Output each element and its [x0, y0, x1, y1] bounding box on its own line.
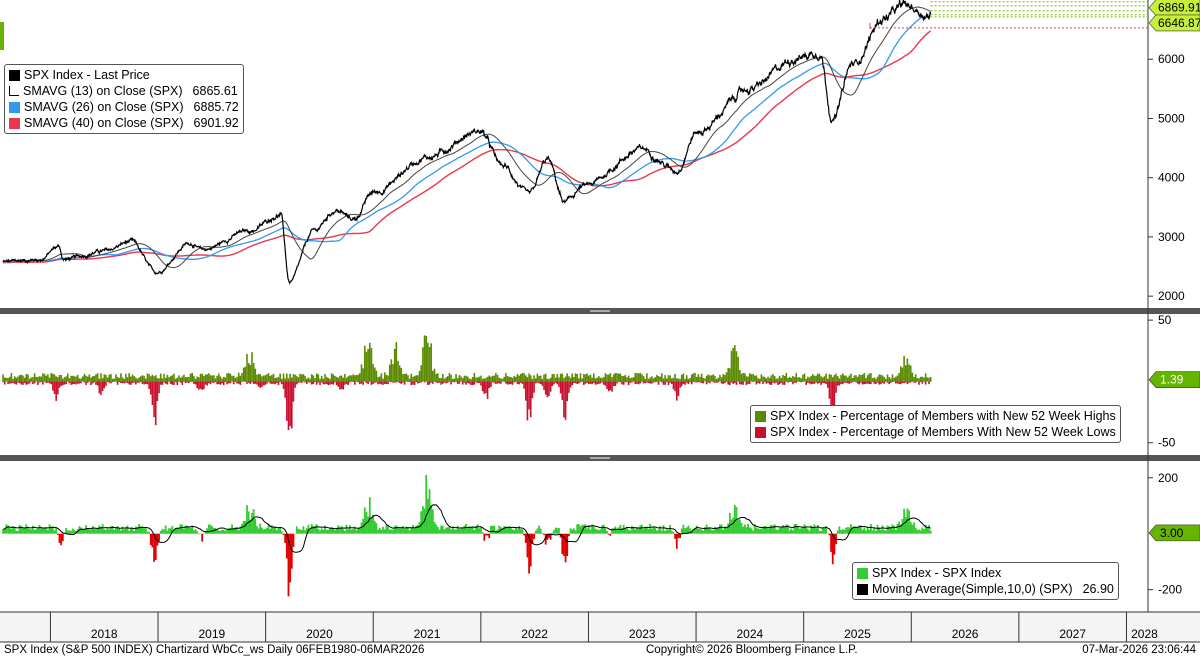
x-tick-label: 2020 — [306, 627, 333, 641]
y-tick-label: 50 — [1158, 313, 1172, 327]
panel-plot-area-1 — [0, 0, 1148, 308]
x-tick-label: 2027 — [1059, 627, 1086, 641]
legend-row: SMAVG (40) on Close (SPX) 6901.92 — [9, 115, 239, 131]
y-tick-label: 3000 — [1158, 230, 1185, 244]
breadth-legend[interactable]: SPX Index - Percentage of Members with N… — [750, 405, 1121, 443]
x-tick-label: 2024 — [737, 627, 764, 641]
legend-swatch — [857, 583, 868, 595]
left-edge-marker — [0, 22, 4, 50]
price-tag-box — [1148, 14, 1200, 32]
sma40-line — [2, 30, 932, 264]
legend-swatch — [755, 426, 766, 438]
x-tick-label: 2018 — [91, 627, 118, 641]
legend-swatch — [9, 69, 20, 81]
legend-row: SMAVG (26) on Close (SPX) 6885.72 — [9, 99, 239, 115]
legend-row: SPX Index - Percentage of Members With N… — [755, 424, 1116, 440]
legend-swatch — [755, 410, 766, 422]
legend-line-swatch — [9, 86, 19, 96]
sma13-line — [2, 6, 931, 269]
ma10-line — [2, 504, 931, 553]
legend-row: SPX Index - Percentage of Members with N… — [755, 408, 1116, 424]
legend-swatch — [9, 101, 20, 113]
sma26-line — [2, 13, 931, 263]
price-tag-box — [1148, 0, 1200, 17]
y-tick-label: 2000 — [1158, 289, 1185, 303]
price-line — [2, 0, 932, 285]
footer-copyright: Copyright© 2026 Bloomberg Finance L.P. — [646, 644, 858, 656]
x-tick-label: 2022 — [521, 627, 548, 641]
price-tag-label: 6646.87 — [1158, 16, 1200, 30]
price-legend[interactable]: SPX Index - Last Price SMAVG (13) on Clo… — [4, 64, 244, 134]
value-tag-box — [1148, 524, 1200, 542]
legend-row: SMAVG (13) on Close (SPX) 6865.61 — [9, 83, 239, 99]
y-tick-label: 4000 — [1158, 171, 1185, 185]
price-tag-label: 6869.91 — [1158, 1, 1200, 15]
y-tick-label: -50 — [1158, 436, 1176, 450]
legend-row: SPX Index - SPX Index — [857, 565, 1114, 581]
x-tick-label: 2023 — [629, 627, 656, 641]
x-axis-band — [0, 612, 1200, 642]
footer-left: SPX Index (S&P 500 INDEX) Chartizard WbC… — [4, 644, 425, 656]
value-tag-label: 1.39 — [1160, 373, 1184, 387]
x-tick-label: 2028 — [1131, 627, 1158, 641]
divider-grip — [590, 310, 610, 312]
y-tick-label: 5000 — [1158, 111, 1185, 125]
legend-swatch — [9, 117, 20, 129]
legend-row: Moving Average(Simple,10,0) (SPX) 26.90 — [857, 581, 1114, 597]
x-tick-label: 2026 — [952, 627, 979, 641]
value-tag-label: 3.00 — [1160, 526, 1184, 540]
y-tick-label: -200 — [1158, 583, 1182, 597]
value-tag-box — [1148, 371, 1200, 389]
legend-swatch — [857, 567, 868, 579]
x-tick-label: 2019 — [198, 627, 225, 641]
y-tick-label: 6000 — [1158, 52, 1185, 66]
divider-grip — [590, 457, 610, 459]
legend-row: SPX Index - Last Price — [9, 67, 239, 83]
x-tick-label: 2021 — [414, 627, 441, 641]
oscillator-legend[interactable]: SPX Index - SPX Index Moving Average(Sim… — [852, 562, 1119, 600]
x-tick-label: 2025 — [844, 627, 871, 641]
y-tick-label: 200 — [1158, 471, 1178, 485]
footer-timestamp: 07-Mar-2026 23:06:44 — [1082, 644, 1196, 656]
